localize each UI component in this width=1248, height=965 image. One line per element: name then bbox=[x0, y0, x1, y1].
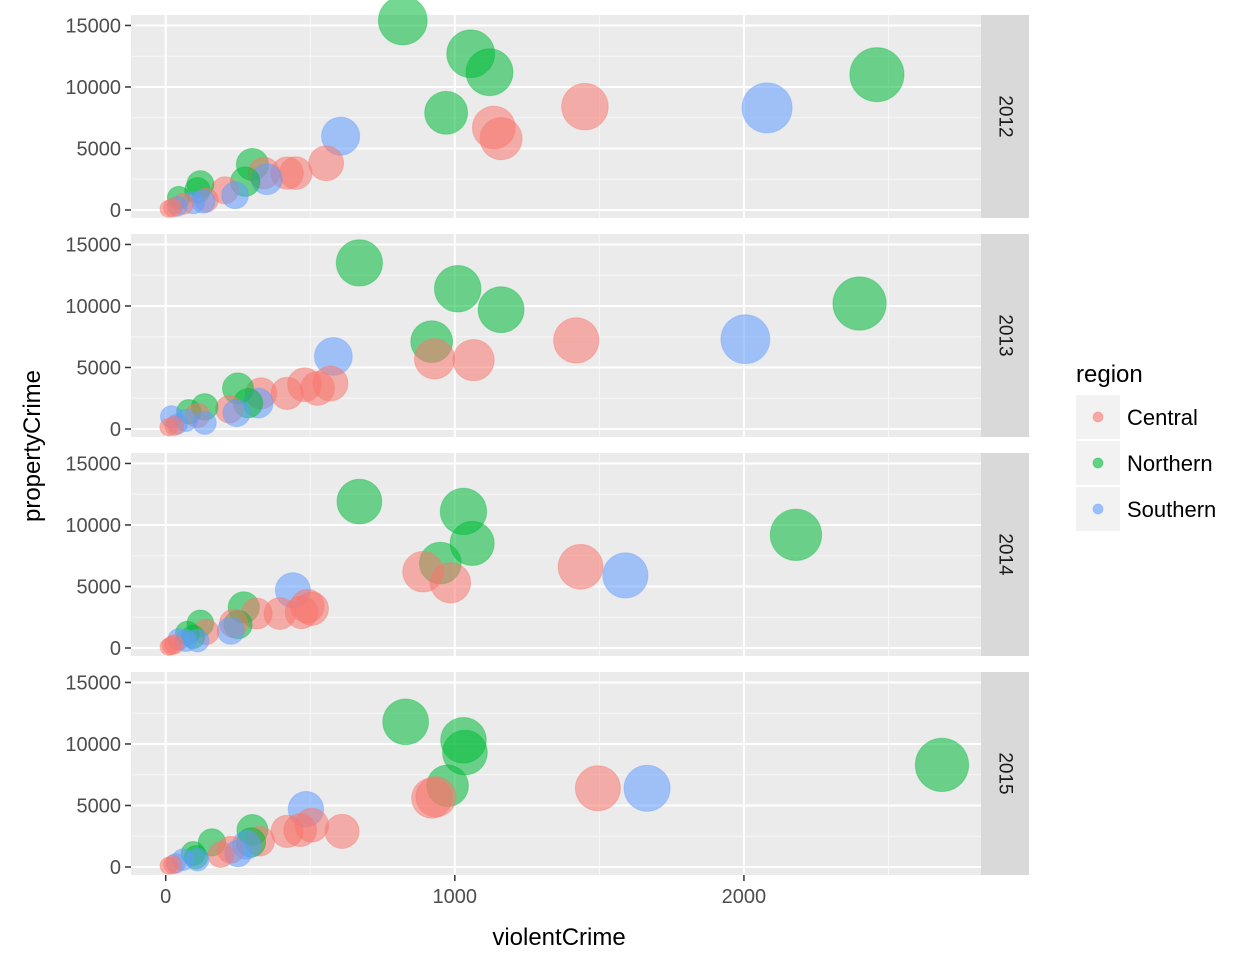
y-axis-title: propertyCrime bbox=[19, 370, 46, 522]
legend: region Central Northern Southern bbox=[1076, 361, 1216, 531]
data-point-northern bbox=[477, 286, 525, 334]
data-point-southern bbox=[720, 314, 771, 365]
data-point-northern bbox=[335, 239, 384, 287]
y-tick-label: 0 bbox=[110, 200, 121, 222]
data-point-northern bbox=[914, 737, 970, 793]
data-point-central bbox=[574, 765, 621, 812]
legend-title: region bbox=[1076, 361, 1143, 388]
data-point-central bbox=[159, 199, 178, 218]
data-point-northern bbox=[424, 90, 469, 135]
y-tick-label: 0 bbox=[110, 419, 121, 441]
legend-label-northern: Northern bbox=[1127, 451, 1213, 476]
facet-strip bbox=[981, 234, 1029, 437]
data-point-southern bbox=[222, 398, 251, 428]
y-tick-label: 10000 bbox=[65, 515, 121, 537]
data-point-central bbox=[557, 543, 604, 590]
y-tick-label: 0 bbox=[110, 857, 121, 879]
data-point-central bbox=[479, 117, 523, 161]
y-tick-label: 15000 bbox=[65, 453, 121, 475]
data-point-northern bbox=[336, 478, 383, 525]
data-point-central bbox=[561, 82, 609, 131]
data-point-central bbox=[308, 145, 345, 182]
facet-strip-label: 2014 bbox=[995, 533, 1016, 576]
data-point-southern bbox=[602, 552, 649, 599]
data-point-southern bbox=[741, 82, 793, 134]
data-point-northern bbox=[769, 508, 823, 562]
data-point-central bbox=[159, 856, 178, 875]
y-tick-label: 0 bbox=[110, 638, 121, 660]
x-tick-label: 1000 bbox=[433, 886, 478, 908]
y-tick-label: 5000 bbox=[77, 357, 122, 379]
panel-2014: 0 5000 10000 15000 2014 bbox=[65, 453, 1029, 660]
y-tick-label: 5000 bbox=[77, 138, 122, 160]
facet-strip bbox=[981, 453, 1029, 656]
y-tick-label: 5000 bbox=[77, 576, 122, 598]
facet-strip-label: 2012 bbox=[995, 95, 1016, 137]
facet-strip bbox=[981, 672, 1029, 875]
data-point-northern bbox=[832, 276, 887, 331]
facet-strip-label: 2015 bbox=[995, 752, 1016, 794]
x-axis-title: violentCrime bbox=[492, 924, 625, 951]
data-point-central bbox=[159, 417, 178, 437]
panel-2015: 0 5000 10000 15000 2015 bbox=[65, 672, 1029, 879]
data-point-central bbox=[159, 637, 178, 656]
data-point-central bbox=[413, 338, 456, 380]
data-point-central bbox=[553, 317, 600, 364]
data-point-northern bbox=[433, 265, 482, 313]
legend-key-northern bbox=[1092, 457, 1104, 469]
facet-strip bbox=[981, 15, 1029, 218]
y-tick-label: 15000 bbox=[65, 234, 121, 256]
data-point-southern bbox=[221, 181, 249, 210]
data-point-central bbox=[452, 338, 495, 382]
legend-label-southern: Southern bbox=[1127, 497, 1216, 522]
data-point-southern bbox=[623, 764, 671, 812]
data-point-central bbox=[270, 814, 304, 848]
data-point-northern bbox=[449, 520, 495, 567]
y-tick-label: 5000 bbox=[77, 795, 122, 817]
data-point-northern bbox=[377, 0, 428, 46]
data-point-northern bbox=[849, 47, 905, 103]
data-point-central bbox=[207, 841, 234, 868]
facet-strip-label: 2013 bbox=[995, 314, 1016, 356]
panel-2013: 0 5000 10000 15000 2013 bbox=[65, 234, 1029, 441]
panels-layer: 0500010000150002012050001000015000201305… bbox=[65, 0, 1029, 908]
legend-keys: Central Northern Southern bbox=[1076, 395, 1216, 531]
data-point-central bbox=[411, 777, 453, 819]
data-point-southern bbox=[216, 616, 245, 645]
legend-label-central: Central bbox=[1127, 405, 1198, 430]
data-point-northern bbox=[465, 48, 514, 97]
data-point-northern bbox=[382, 698, 430, 746]
y-tick-label: 15000 bbox=[65, 15, 121, 37]
data-point-central bbox=[429, 562, 472, 604]
y-tick-label: 10000 bbox=[65, 77, 121, 99]
panel-2012: 0 5000 10000 15000 2012 bbox=[65, 0, 1029, 222]
y-tick-label: 10000 bbox=[65, 734, 121, 756]
x-tick-label: 2000 bbox=[722, 886, 767, 908]
legend-key-central bbox=[1092, 411, 1104, 423]
legend-key-southern bbox=[1092, 503, 1104, 515]
x-tick-label: 0 bbox=[160, 886, 171, 908]
y-tick-label: 15000 bbox=[65, 672, 121, 694]
data-point-central bbox=[324, 813, 360, 849]
y-tick-label: 10000 bbox=[65, 296, 121, 318]
